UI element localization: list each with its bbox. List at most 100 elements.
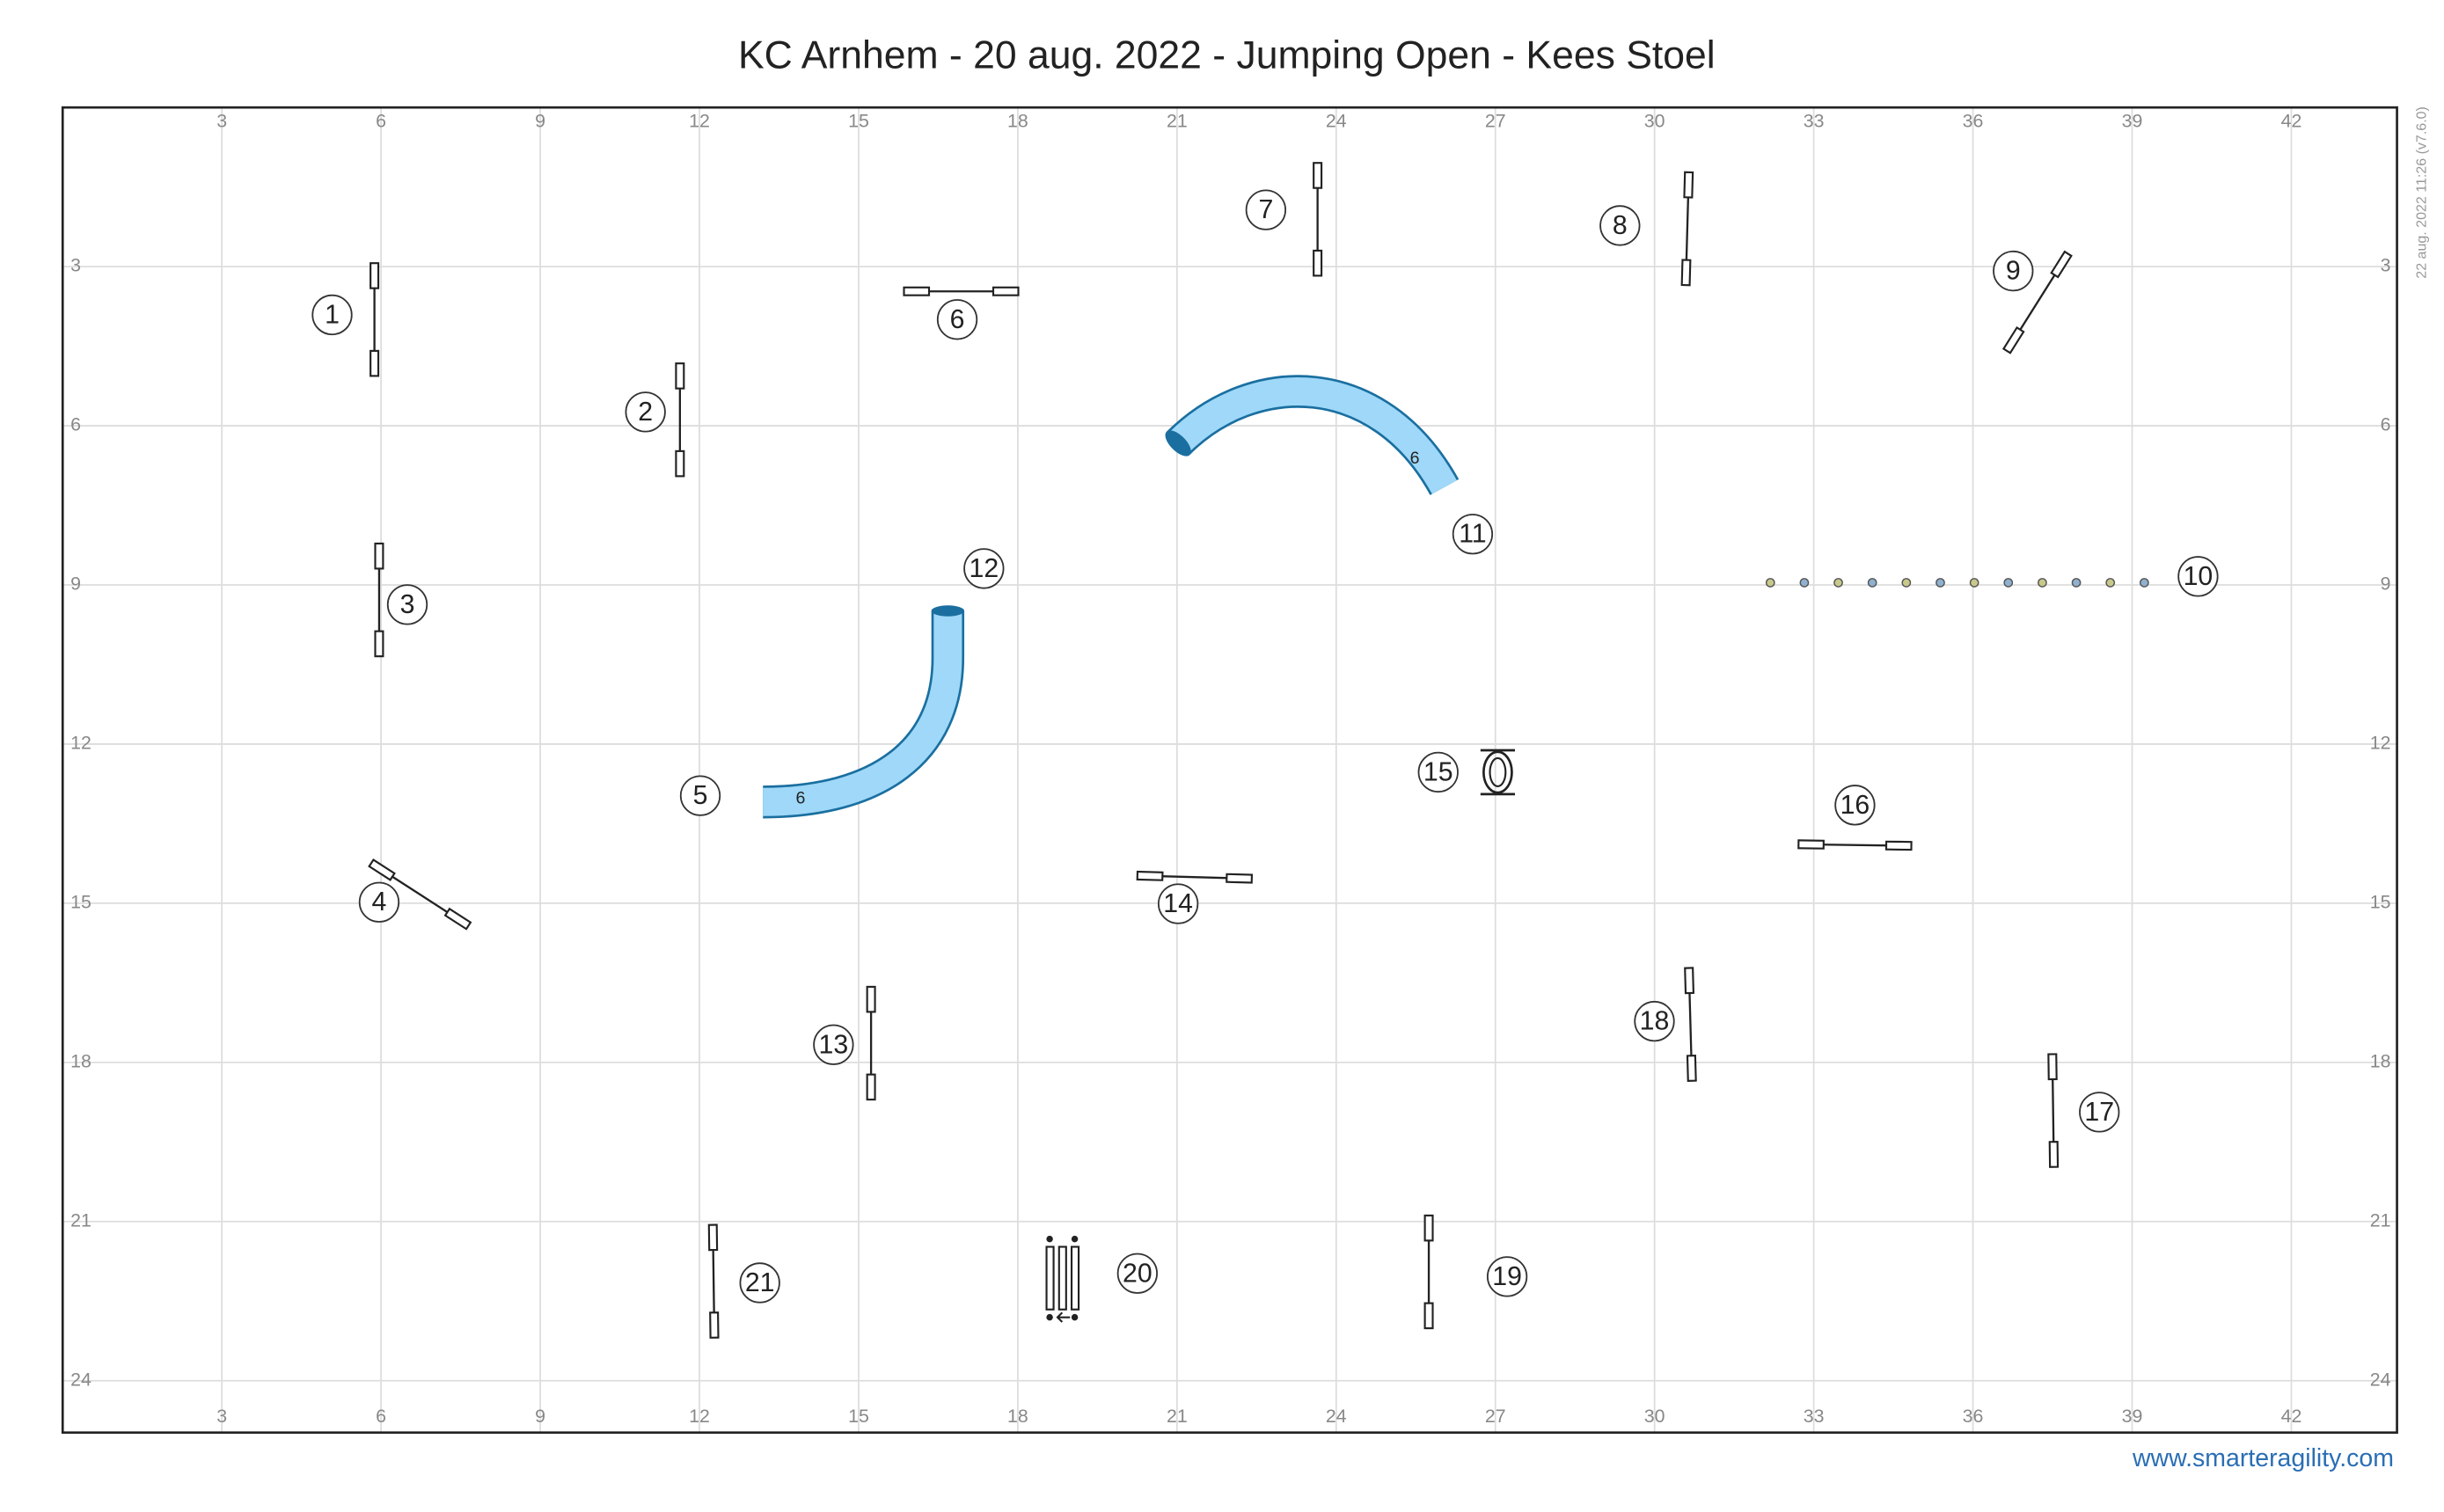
obstacle-number: 1 — [325, 300, 340, 329]
field-border — [61, 106, 2398, 1435]
jump-wing — [1136, 870, 1164, 881]
tunnel-end — [931, 605, 965, 617]
jump-wing — [1313, 162, 1323, 189]
x-tick-label: 9 — [535, 111, 545, 132]
obstacle-number: 16 — [1840, 791, 1870, 820]
timestamp: 22 aug. 2022 11:26 (v7.6.0) — [2413, 106, 2429, 279]
grid: 3366991212151518182121242427273030333336… — [62, 107, 2397, 1433]
number-circle — [311, 294, 353, 336]
jump-wing — [1423, 1302, 1434, 1330]
jump-wing — [1797, 839, 1825, 850]
title: KC Arnhem - 20 aug. 2022 - Jumping Open … — [738, 34, 1716, 77]
x-tick-label: 36 — [1963, 111, 1984, 132]
number-circle — [936, 299, 978, 340]
jump-wing — [866, 1073, 876, 1101]
x-tick-label: 12 — [689, 1406, 710, 1427]
jump — [1313, 162, 1323, 277]
jump-wing — [709, 1311, 720, 1339]
number-circle — [2177, 556, 2219, 597]
obstacle-number: 2 — [638, 398, 653, 427]
x-tick-label: 18 — [1007, 1406, 1028, 1427]
jump-wing — [2001, 325, 2025, 354]
weave-pole — [2139, 578, 2149, 588]
x-tick-label: 39 — [2122, 1406, 2143, 1427]
weave-pole — [1901, 578, 1912, 588]
number-circle — [1417, 751, 1459, 793]
jump — [1684, 967, 1697, 1082]
x-tick-label: 9 — [535, 1406, 545, 1427]
weave-pole — [1799, 578, 1810, 588]
x-tick-label: 30 — [1644, 1406, 1665, 1427]
y-tick-label: 6 — [2381, 414, 2391, 435]
jump-wing — [992, 286, 1020, 296]
tunnel-label: 6 — [1410, 449, 1420, 468]
tunnel-end — [1165, 430, 1191, 457]
number-circle — [1486, 1256, 1528, 1297]
jump — [1136, 870, 1254, 884]
jump-wing — [1683, 171, 1694, 199]
y-tick-label: 6 — [70, 414, 81, 435]
obstacle-number: 12 — [969, 554, 999, 583]
weave-pole — [1935, 578, 1945, 588]
jump-wing — [2047, 1053, 2058, 1081]
jump-wing — [370, 349, 380, 377]
y-tick-label: 12 — [2370, 733, 2391, 754]
jump-wing — [903, 286, 931, 296]
y-tick-label: 21 — [2370, 1209, 2391, 1231]
x-tick-label: 3 — [216, 1406, 227, 1427]
tunnel — [1167, 377, 1457, 494]
x-tick-label: 24 — [1326, 1406, 1347, 1427]
obstacle-number: 14 — [1163, 889, 1193, 918]
number-circle — [679, 775, 721, 816]
broad-jump — [1045, 1235, 1080, 1323]
obstacle-number: 21 — [745, 1268, 775, 1297]
x-tick-label: 21 — [1167, 111, 1188, 132]
x-tick-label: 27 — [1485, 111, 1506, 132]
y-tick-label: 3 — [2381, 255, 2391, 276]
obstacle-number: 17 — [2084, 1098, 2114, 1127]
weave-pole — [2105, 578, 2116, 588]
number-circle — [1452, 514, 1494, 555]
weave-pole — [2038, 578, 2047, 588]
y-tick-label: 21 — [70, 1209, 91, 1231]
weave-pole — [1833, 578, 1843, 588]
jump-wing — [1423, 1214, 1434, 1242]
y-tick-label: 18 — [70, 1050, 91, 1071]
x-tick-label: 15 — [848, 1406, 869, 1427]
site-link[interactable]: www.smarteragility.com — [2132, 1444, 2394, 1472]
jump-wing — [866, 985, 876, 1013]
x-tick-label: 24 — [1326, 111, 1347, 132]
jump-wing — [675, 362, 685, 390]
jump-wing — [443, 907, 472, 931]
number-circle — [1634, 1000, 1675, 1042]
jump-wing — [1680, 259, 1692, 287]
x-tick-label: 15 — [848, 111, 869, 132]
tire-inner — [1489, 756, 1507, 788]
x-tick-label: 18 — [1007, 111, 1028, 132]
jump-wing — [1684, 967, 1695, 995]
weave-pole — [2003, 578, 2014, 588]
obstacle-number: 20 — [1123, 1259, 1152, 1288]
tunnel — [763, 610, 962, 816]
y-tick-label: 24 — [2370, 1369, 2391, 1390]
x-tick-label: 30 — [1644, 111, 1665, 132]
obstacle-number: 11 — [1459, 520, 1486, 549]
jump-wing — [2050, 250, 2073, 279]
obstacle-number: 15 — [1423, 757, 1453, 786]
number-circle — [963, 548, 1005, 589]
jump — [1680, 171, 1694, 287]
jump-wing — [374, 542, 384, 570]
x-tick-label: 39 — [2122, 111, 2143, 132]
x-tick-label: 6 — [376, 111, 386, 132]
number-circle — [1116, 1253, 1158, 1294]
obstacle-number: 18 — [1640, 1007, 1670, 1036]
obstacle-number: 10 — [2184, 562, 2214, 591]
x-tick-label: 12 — [689, 111, 710, 132]
obstacle-number: 4 — [372, 887, 387, 917]
jump — [368, 858, 472, 931]
x-tick-label: 33 — [1804, 1406, 1825, 1427]
y-tick-label: 15 — [70, 892, 91, 913]
number-circle — [739, 1262, 780, 1304]
number-circle — [1834, 785, 1876, 826]
